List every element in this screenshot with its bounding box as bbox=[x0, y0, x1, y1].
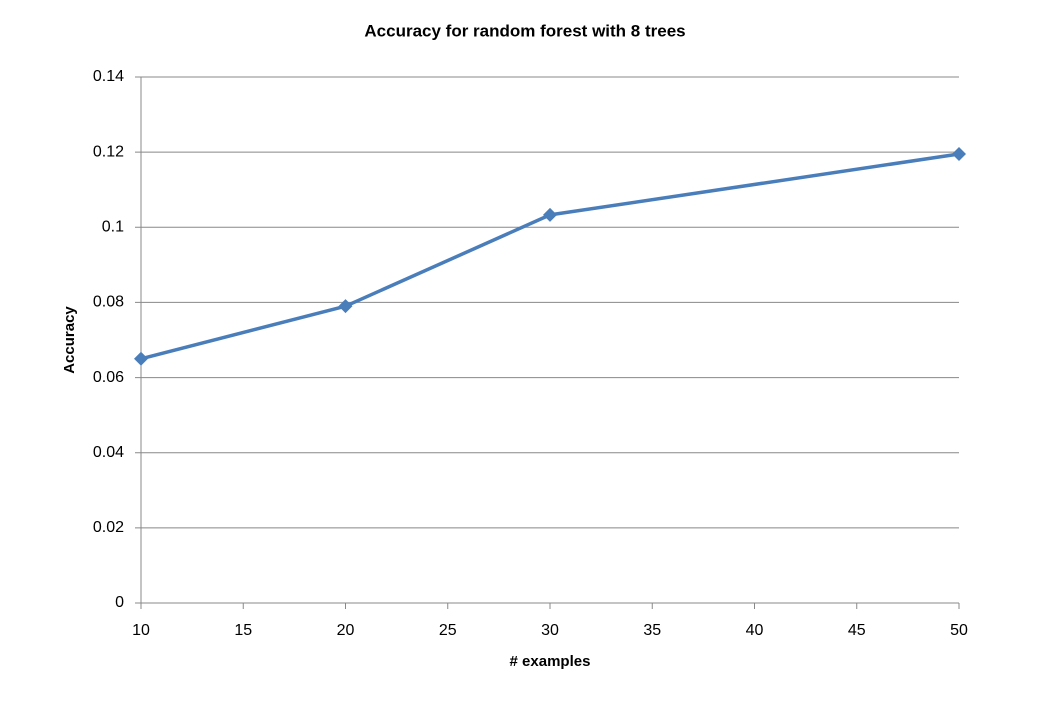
data-point bbox=[543, 207, 557, 222]
data-point bbox=[338, 299, 353, 314]
data-point bbox=[952, 147, 966, 162]
x-axis-title: # examples bbox=[510, 653, 591, 670]
x-tick-label: 40 bbox=[746, 622, 764, 639]
series-line bbox=[140, 152, 960, 361]
y-tick-label: 0.14 bbox=[93, 68, 124, 85]
x-tick-label: 15 bbox=[234, 622, 252, 639]
data-point bbox=[134, 351, 148, 366]
x-tick-label: 45 bbox=[848, 622, 866, 639]
chart-title: Accuracy for random forest with 8 trees bbox=[364, 21, 685, 40]
x-tick-label: 35 bbox=[643, 622, 661, 639]
y-tick-label: 0 bbox=[115, 594, 124, 611]
y-axis-title: Accuracy bbox=[61, 306, 78, 374]
y-tick-label: 0.08 bbox=[93, 294, 124, 311]
x-tick-label: 20 bbox=[337, 622, 355, 639]
x-tick-label: 30 bbox=[541, 622, 559, 639]
y-tick-label: 0.06 bbox=[93, 369, 124, 386]
x-tick-label: 25 bbox=[439, 622, 457, 639]
y-tick-label: 0.1 bbox=[102, 219, 124, 236]
y-tick-label: 0.02 bbox=[93, 519, 124, 536]
y-tick-label: 0.12 bbox=[93, 143, 124, 160]
y-tick-label: 0.04 bbox=[93, 444, 124, 461]
x-tick-label: 10 bbox=[132, 622, 150, 639]
x-tick-label: 50 bbox=[950, 622, 968, 639]
